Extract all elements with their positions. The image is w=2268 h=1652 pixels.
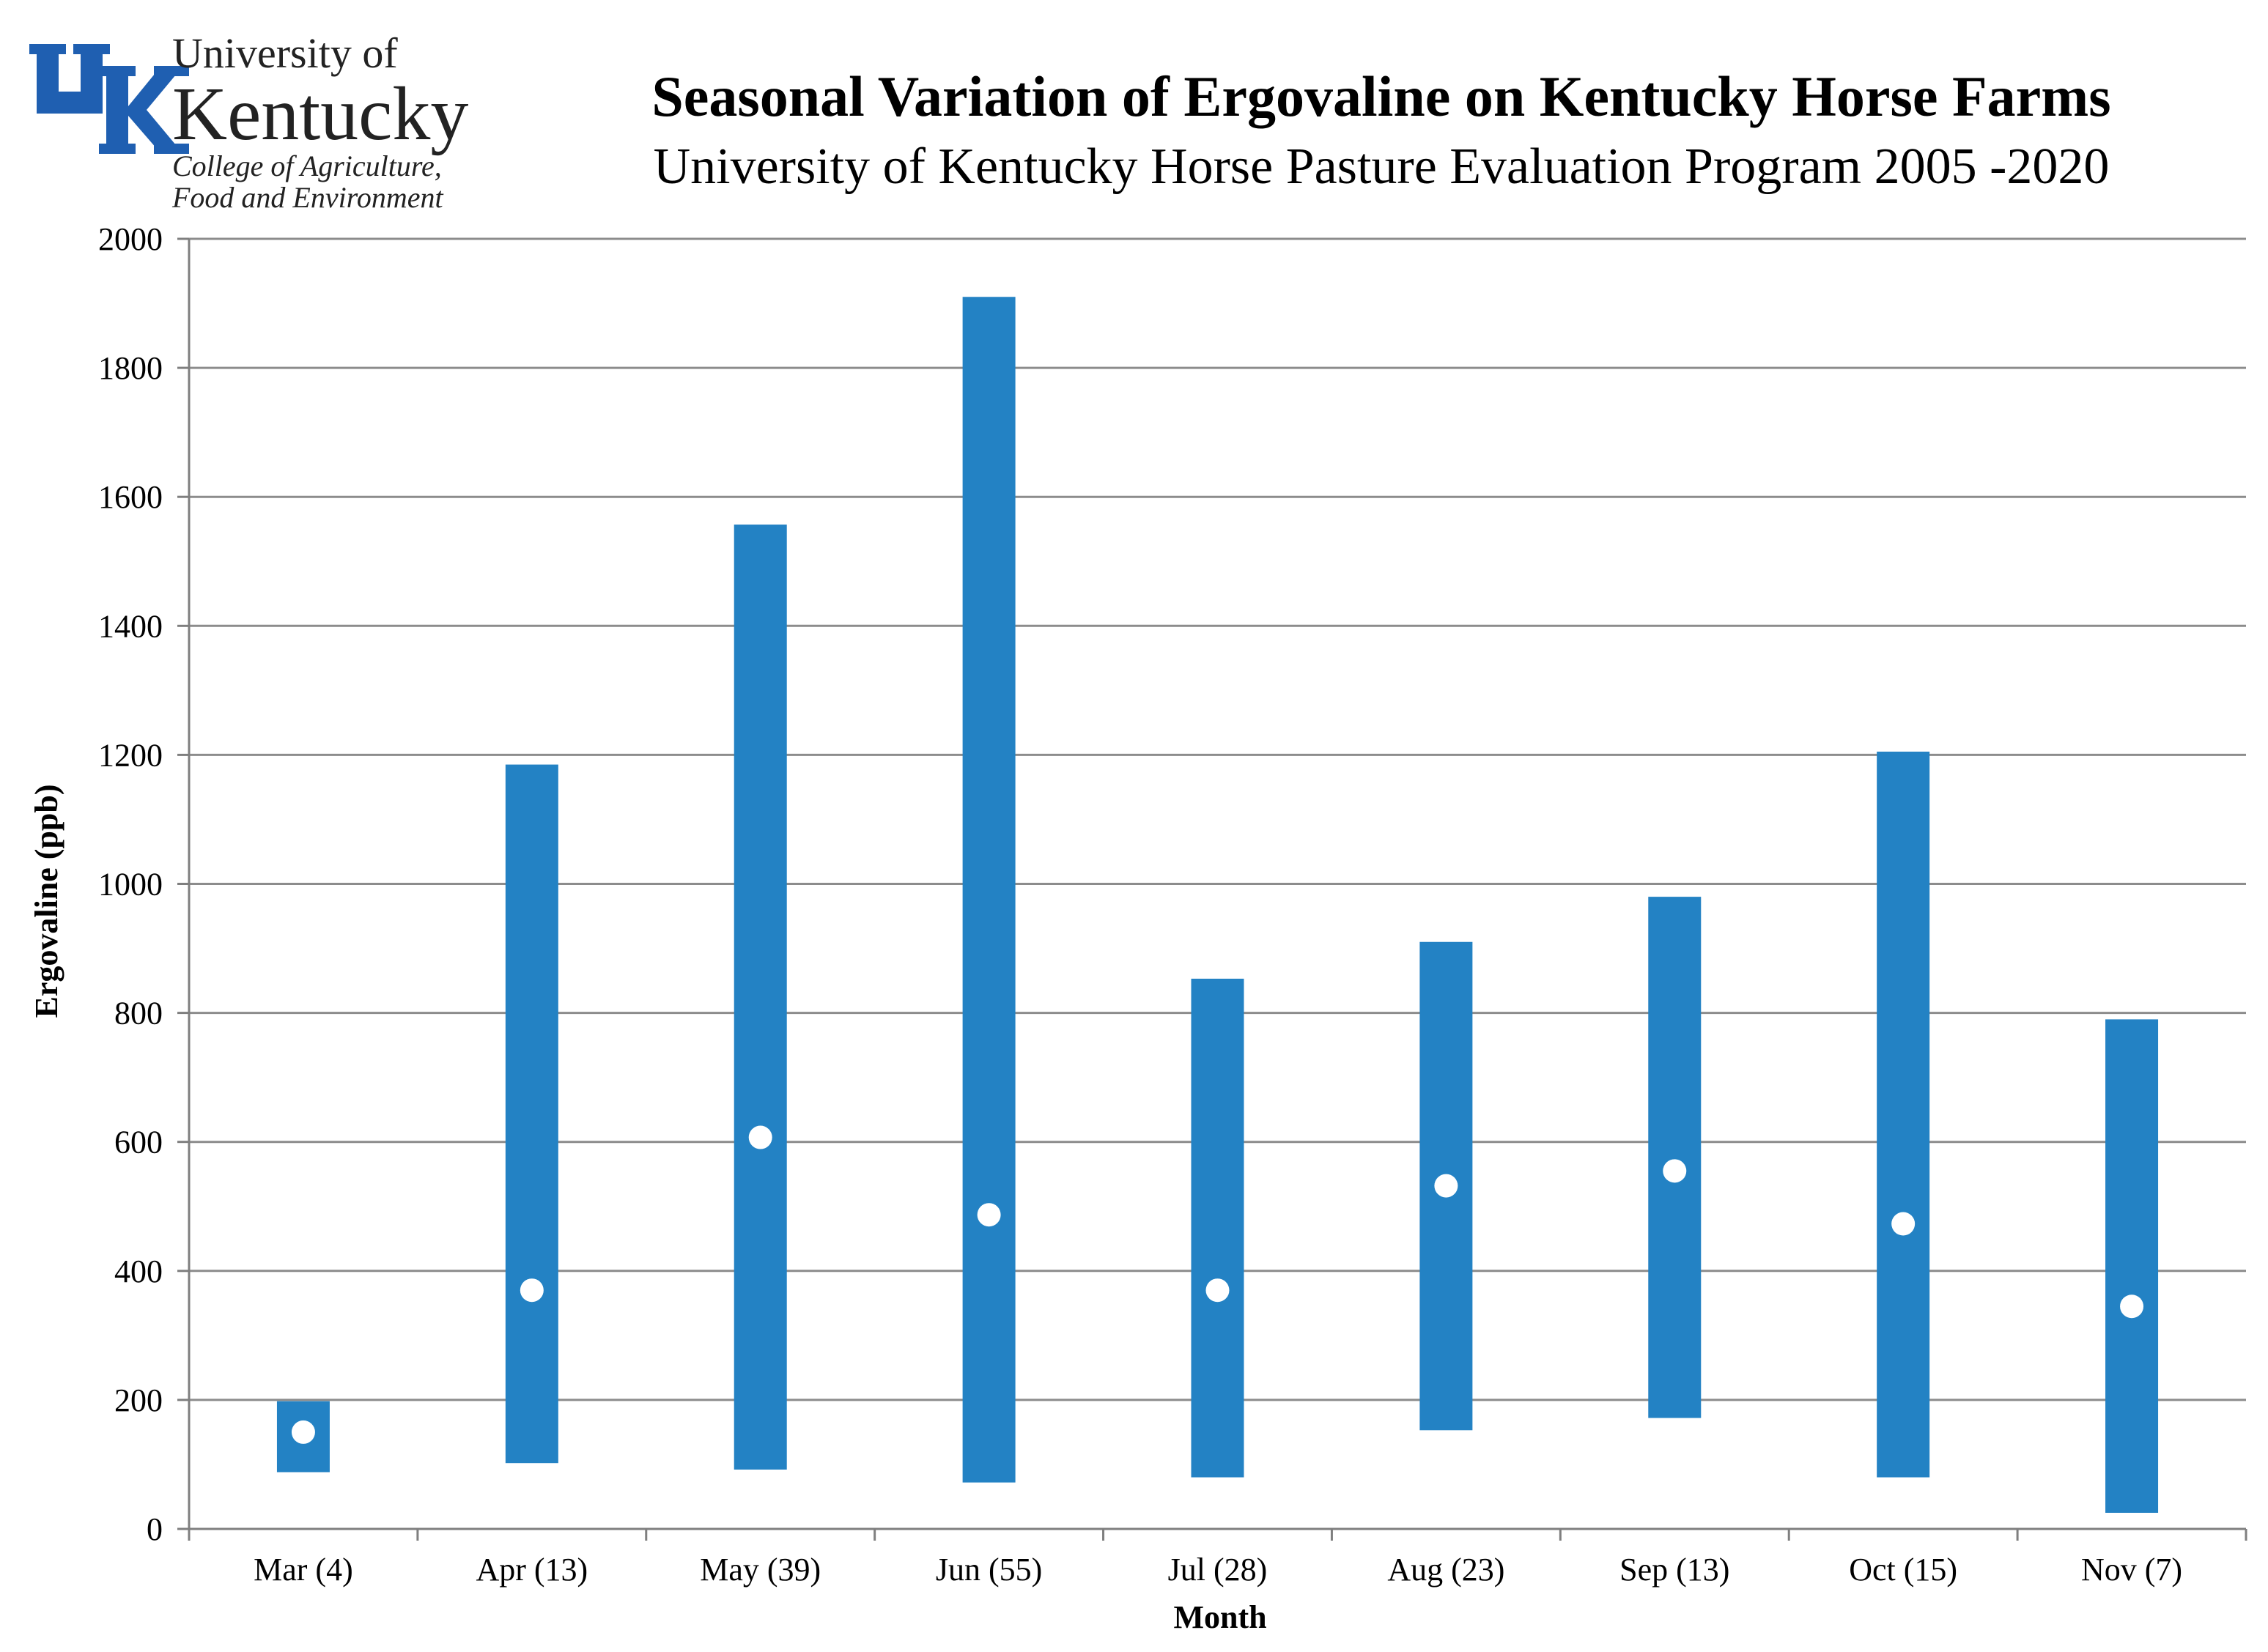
university-of-kentucky-logo: University of Kentucky College of Agricu… — [29, 29, 468, 214]
y-tick-label: 2000 — [98, 221, 163, 257]
logo-kentucky: Kentucky — [172, 72, 468, 156]
y-axis-label: Ergovaline (ppb) — [29, 784, 64, 1018]
x-tick-label: Oct (15) — [1849, 1552, 1957, 1588]
y-tick-label: 800 — [114, 996, 163, 1031]
y-tick-label: 1400 — [98, 608, 163, 644]
y-tick-label: 1800 — [98, 350, 163, 386]
y-tick-label: 1600 — [98, 479, 163, 515]
average-marker — [1663, 1159, 1687, 1183]
x-axis-label: Month — [1173, 1599, 1266, 1635]
logo-college-line1: College of Agriculture, — [172, 149, 442, 182]
range-bar — [505, 764, 558, 1464]
average-marker — [1891, 1212, 1916, 1236]
x-axis-ticks: Mar (4) Apr (13) May (39) Jun (55) Jul (28) A… — [188, 1529, 2247, 1588]
x-tick-label: Jun (55) — [936, 1552, 1042, 1588]
range-bar — [1648, 897, 1702, 1418]
x-tick-label: Nov (7) — [2081, 1552, 2182, 1588]
x-tick-label: Apr (13) — [476, 1552, 588, 1588]
x-tick-label: May (39) — [700, 1552, 821, 1588]
range-bar — [1191, 978, 1244, 1478]
y-tick-label: 1200 — [98, 737, 163, 773]
average-marker — [977, 1203, 1001, 1227]
chart-title: Seasonal Variation of Ergovaline on Kent… — [651, 64, 2110, 128]
range-bars — [276, 297, 2159, 1513]
average-marker — [291, 1420, 315, 1444]
axes — [188, 239, 2246, 1530]
range-bar — [2105, 1019, 2159, 1513]
x-tick-label: Mar (4) — [254, 1552, 353, 1588]
y-tick-label: 0 — [147, 1511, 163, 1547]
average-marker — [748, 1125, 772, 1149]
logo-university-of: University of — [172, 29, 398, 77]
x-tick-label: Sep (13) — [1619, 1552, 1729, 1588]
average-marker — [1205, 1278, 1230, 1303]
y-tick-label: 1000 — [98, 867, 163, 903]
y-tick-label: 400 — [114, 1253, 163, 1289]
average-marker — [1434, 1174, 1458, 1198]
y-tick-label: 600 — [114, 1125, 163, 1160]
x-tick-label: Jul (28) — [1168, 1552, 1268, 1588]
x-tick-label: Aug (23) — [1387, 1552, 1504, 1588]
average-marker — [520, 1278, 544, 1303]
average-marker — [2120, 1294, 2144, 1319]
y-axis-ticks: 0 200 400 600 800 1000 1200 1400 1600 1800 2000 — [98, 221, 189, 1547]
y-tick-label: 200 — [114, 1382, 163, 1418]
range-bar — [1877, 751, 1930, 1478]
logo-college-line2: Food and Environment — [171, 181, 443, 214]
uk-logo-mark — [29, 44, 189, 154]
average-markers — [291, 1125, 2144, 1444]
range-bar — [734, 525, 787, 1470]
chart-subtitle: University of Kentucky Horse Pasture Eva… — [654, 138, 2110, 195]
range-bar — [962, 297, 1016, 1483]
